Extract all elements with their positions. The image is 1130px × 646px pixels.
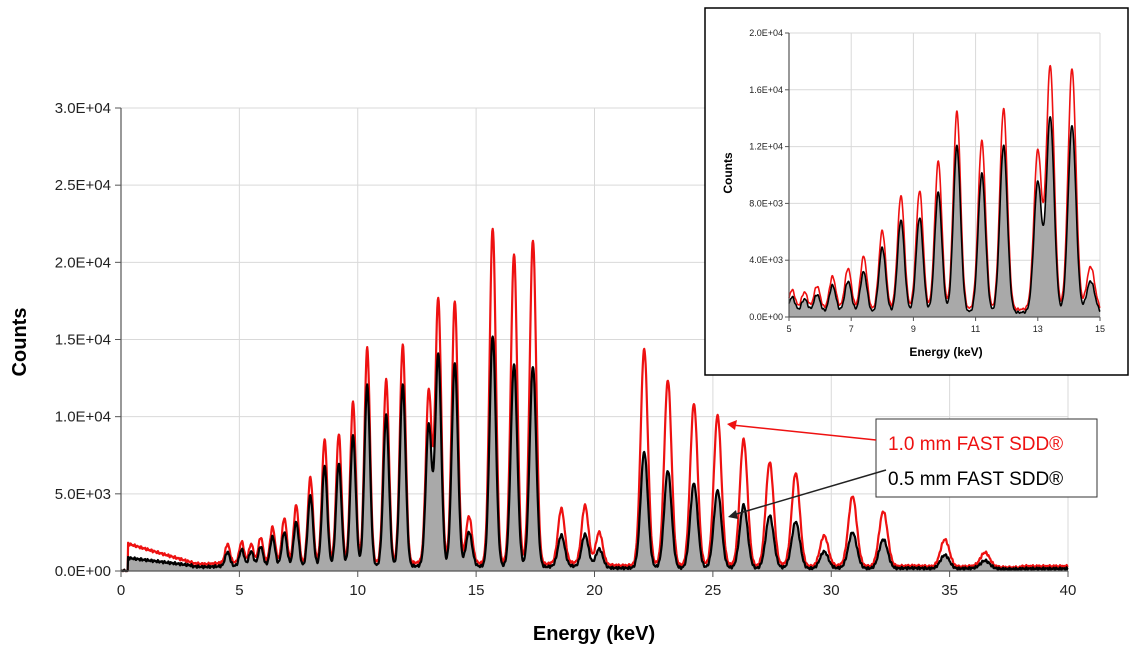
y-tick-label: 0.0E+00 <box>749 312 783 322</box>
inset-x-tick-labels: 5 7 9 11 13 15 <box>786 324 1105 334</box>
x-tick-label: 11 <box>971 324 980 334</box>
main-axes <box>115 107 1069 577</box>
legend-arrow-black <box>732 469 887 516</box>
x-tick-label: 0 <box>117 582 125 599</box>
x-tick-label: 7 <box>849 324 854 334</box>
y-tick-label: 2.0E+04 <box>55 254 111 271</box>
x-tick-label: 10 <box>349 582 366 599</box>
main-y-axis-title: Counts <box>9 308 31 377</box>
y-tick-label: 2.5E+04 <box>55 177 111 194</box>
y-tick-label: 1.5E+04 <box>55 332 111 349</box>
x-tick-label: 40 <box>1060 582 1077 599</box>
x-tick-label: 15 <box>1095 324 1105 334</box>
y-tick-label: 1.0E+04 <box>55 409 111 426</box>
legend: 1.0 mm FAST SDD® 0.5 mm FAST SDD® <box>727 418 1098 519</box>
main-series-line-1p0mm <box>120 227 1069 573</box>
main-series-line-0p5mm <box>120 335 1069 573</box>
legend-label-1p0mm: 1.0 mm FAST SDD® <box>888 434 1063 455</box>
legend-arrow-red <box>731 424 877 441</box>
inset-y-axis-title: Counts <box>721 152 735 194</box>
inset-series-line-0p5mm <box>788 116 1101 315</box>
y-tick-label: 1.6E+04 <box>749 85 783 95</box>
legend-label-0p5mm: 0.5 mm FAST SDD® <box>888 469 1063 490</box>
y-tick-label: 4.0E+03 <box>749 255 783 265</box>
y-tick-label: 0.0E+00 <box>55 563 111 580</box>
inset-axes <box>785 32 1101 321</box>
x-tick-label: 15 <box>468 582 485 599</box>
legend-box <box>875 418 1098 498</box>
legend-arrowhead-red <box>727 420 737 430</box>
inset-area-fill-0p5mm <box>789 116 1100 317</box>
y-tick-label: 3.0E+04 <box>55 100 111 117</box>
main-x-axis-title: Energy (keV) <box>533 623 655 645</box>
x-tick-label: 5 <box>786 324 791 334</box>
x-tick-label: 20 <box>586 582 603 599</box>
y-tick-label: 8.0E+03 <box>749 198 783 208</box>
main-y-tick-labels: 0.0E+00 5.0E+03 1.0E+04 1.5E+04 2.0E+04 2.5E+… <box>55 100 111 580</box>
inset-chart: 0.0E+00 4.0E+03 8.0E+03 1.2E+04 1.6E+04 2.0E+… <box>704 7 1129 376</box>
x-tick-label: 30 <box>823 582 840 599</box>
main-x-tick-labels: 0 5 10 15 20 25 30 35 40 <box>117 582 1077 599</box>
y-tick-label: 5.0E+03 <box>55 486 111 503</box>
y-tick-label: 1.2E+04 <box>749 142 783 152</box>
inset-y-tick-labels: 0.0E+00 4.0E+03 8.0E+03 1.2E+04 1.6E+04 2.0E+… <box>749 28 783 322</box>
inset-x-axis-title: Energy (keV) <box>909 345 982 359</box>
x-tick-label: 5 <box>235 582 243 599</box>
y-tick-label: 2.0E+04 <box>749 28 783 38</box>
x-tick-label: 25 <box>705 582 722 599</box>
legend-arrowhead-black <box>728 510 738 519</box>
x-tick-label: 13 <box>1033 324 1043 334</box>
x-tick-label: 9 <box>911 324 916 334</box>
x-tick-label: 35 <box>941 582 958 599</box>
